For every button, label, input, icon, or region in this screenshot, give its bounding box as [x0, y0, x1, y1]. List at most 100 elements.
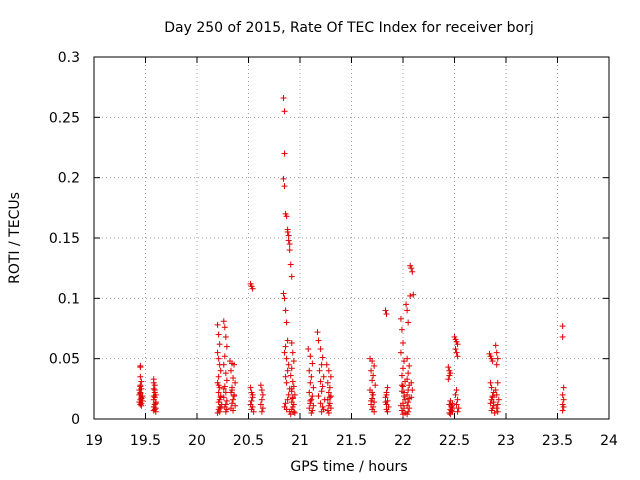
data-point [282, 373, 289, 380]
data-point [560, 384, 567, 391]
data-point [318, 388, 325, 395]
x-tick-label: 21.5 [336, 433, 367, 449]
data-point [368, 397, 375, 404]
data-point [397, 315, 404, 322]
y-tick-label: 0.1 [58, 291, 80, 307]
data-point [282, 400, 289, 407]
data-point [489, 394, 496, 401]
data-point [325, 389, 332, 396]
data-point [383, 311, 390, 318]
x-tick-label: 22 [394, 433, 412, 449]
data-point [408, 394, 415, 401]
data-point [319, 354, 326, 361]
data-point [310, 402, 317, 409]
data-point [232, 402, 239, 409]
data-point [454, 341, 461, 348]
data-point [327, 405, 334, 412]
x-tick-label: 24 [600, 433, 618, 449]
data-point [559, 323, 566, 330]
data-point [493, 361, 500, 368]
data-point [288, 385, 295, 392]
data-point [454, 408, 461, 415]
data-point [453, 387, 460, 394]
data-point [309, 393, 316, 400]
data-point [307, 353, 314, 360]
data-point [372, 382, 379, 389]
data-point [445, 376, 452, 383]
data-point [318, 408, 325, 415]
data-point [494, 408, 501, 415]
data-point [281, 150, 288, 157]
data-point [493, 349, 500, 356]
data-point [282, 343, 289, 350]
data-point [320, 373, 327, 380]
data-point [326, 384, 333, 391]
data-point [220, 394, 227, 401]
data-point [407, 292, 414, 299]
y-tick-label: 0 [71, 412, 80, 428]
data-point [222, 333, 229, 340]
data-point [291, 409, 298, 416]
data-point [315, 393, 322, 400]
data-point [314, 329, 321, 336]
y-tick-label: 0.15 [49, 231, 80, 247]
data-point [489, 358, 496, 365]
data-point [215, 382, 222, 389]
data-point [230, 407, 237, 414]
x-axis-label: GPS time / hours [290, 459, 407, 475]
data-point [324, 379, 331, 386]
data-point [214, 321, 221, 328]
x-tick-label: 20.5 [233, 433, 264, 449]
data-point [223, 377, 230, 384]
data-point [371, 399, 378, 406]
data-point [409, 387, 416, 394]
data-point [404, 391, 411, 398]
data-point [446, 372, 453, 379]
data-point [257, 382, 264, 389]
data-point [446, 409, 453, 416]
data-point [406, 362, 413, 369]
data-point [232, 379, 239, 386]
data-point [491, 409, 498, 416]
x-tick-label: 21 [291, 433, 309, 449]
data-point [315, 337, 322, 344]
data-point [397, 349, 404, 356]
data-point [398, 407, 405, 414]
data-point [327, 393, 334, 400]
data-point [323, 361, 330, 368]
data-point [310, 384, 317, 391]
data-point [455, 405, 462, 412]
data-point [405, 399, 412, 406]
x-tick-label: 19 [85, 433, 103, 449]
data-point [249, 285, 256, 292]
data-point [282, 307, 289, 314]
data-point [231, 391, 238, 398]
data-point [308, 396, 315, 403]
data-point [317, 378, 324, 385]
data-point [138, 378, 145, 385]
data-point [404, 376, 411, 383]
data-point [409, 268, 416, 275]
y-tick-label: 0.3 [58, 50, 80, 66]
data-point [280, 175, 287, 182]
data-point [215, 373, 222, 380]
data-point [250, 408, 257, 415]
data-point [368, 367, 375, 374]
ticks-layer: 19 19.5 20 20.5 21 21.5 22 22.5 23 23.5 24 0 0.05 0.1… [49, 50, 618, 449]
data-point [280, 290, 287, 297]
data-point [227, 367, 234, 374]
data-point [289, 394, 296, 401]
data-point [319, 383, 326, 390]
data-point [325, 409, 332, 416]
points-layer [136, 95, 567, 418]
data-point [214, 349, 221, 356]
data-point [307, 397, 314, 404]
data-point [288, 365, 295, 372]
data-point [492, 387, 499, 394]
data-point [404, 411, 411, 418]
data-point [445, 364, 452, 371]
data-point [215, 389, 222, 396]
data-point [408, 379, 415, 386]
